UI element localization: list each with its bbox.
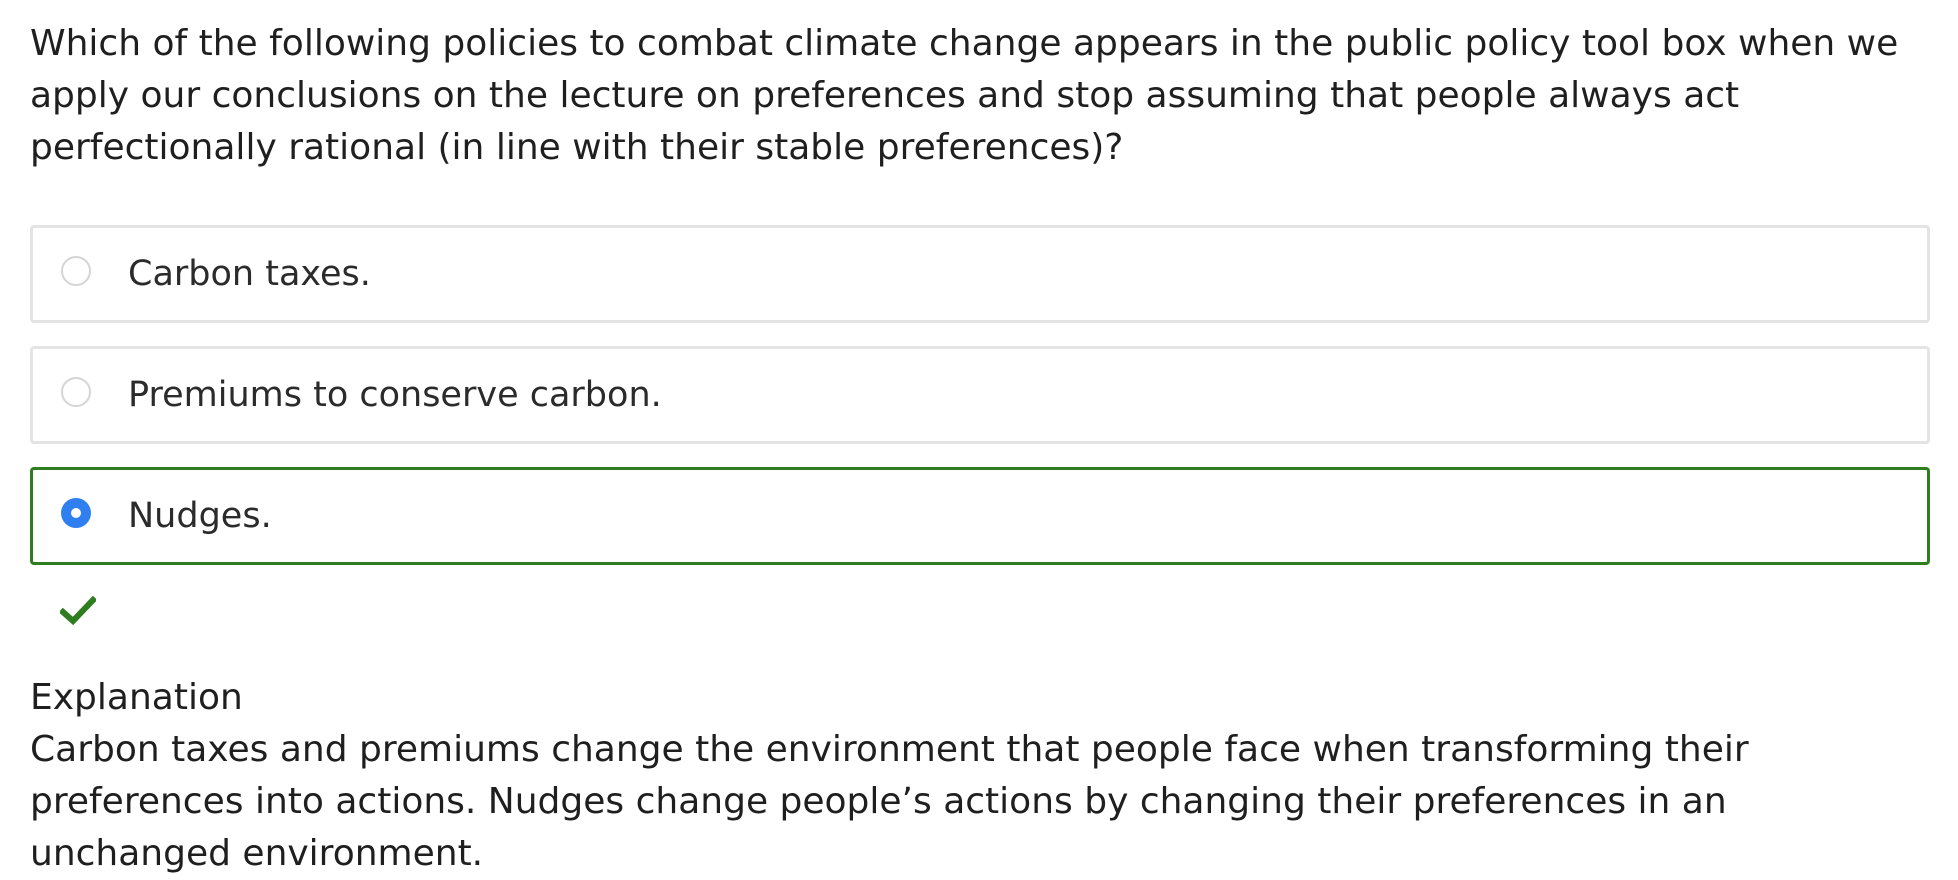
answer-option-carbon-taxes[interactable]: Carbon taxes. — [30, 225, 1930, 323]
option-label: Nudges. — [128, 496, 272, 536]
quiz-question-card: Which of the following policies to comba… — [30, 23, 1930, 874]
option-label: Carbon taxes. — [128, 254, 371, 294]
question-text: Which of the following policies to comba… — [30, 23, 1899, 168]
answer-option-premiums[interactable]: Premiums to conserve carbon. — [30, 346, 1930, 444]
radio-button-icon[interactable] — [61, 256, 91, 286]
explanation-heading: Explanation — [30, 677, 243, 718]
explanation-text: Carbon taxes and premiums change the env… — [30, 729, 1749, 874]
option-label: Premiums to conserve carbon. — [128, 375, 662, 415]
answer-option-nudges[interactable]: Nudges. — [30, 467, 1930, 565]
radio-button-icon[interactable] — [61, 377, 91, 407]
radio-button-checked-icon[interactable] — [61, 498, 91, 528]
checkmark-icon — [60, 596, 96, 626]
